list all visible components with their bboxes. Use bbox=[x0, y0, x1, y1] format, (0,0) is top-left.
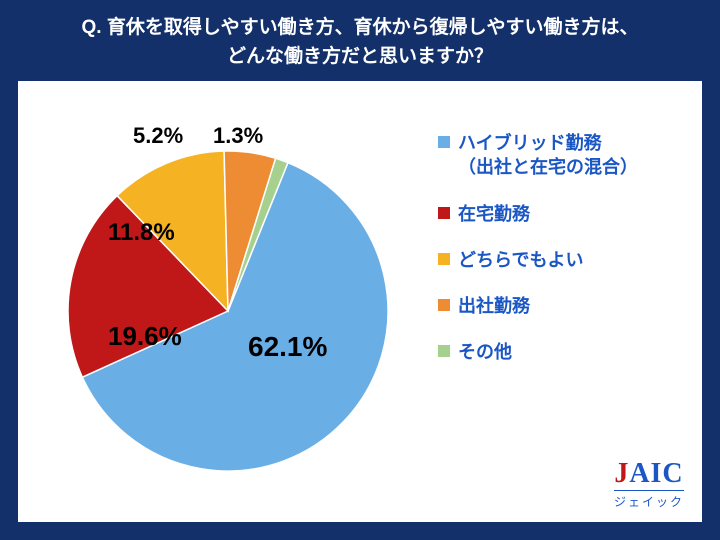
legend-item: 在宅勤務 bbox=[438, 202, 692, 226]
slice-value-label: 62.1% bbox=[248, 331, 327, 363]
legend-item: ハイブリッド勤務（出社と在宅の混合） bbox=[438, 131, 692, 180]
brand-logo: JAIC ジェイック bbox=[614, 460, 684, 510]
logo-sub: ジェイック bbox=[614, 490, 684, 510]
legend-label: どちらでもよい bbox=[458, 248, 583, 272]
legend-label: 在宅勤務 bbox=[458, 202, 530, 226]
pie-svg bbox=[38, 101, 418, 481]
legend-swatch bbox=[438, 207, 450, 219]
legend-label: ハイブリッド勤務（出社と在宅の混合） bbox=[458, 131, 638, 180]
slice-value-label: 1.3% bbox=[213, 123, 263, 149]
legend-swatch bbox=[438, 136, 450, 148]
legend-item: 出社勤務 bbox=[438, 294, 692, 318]
slice-value-label: 11.8% bbox=[108, 219, 175, 247]
legend-swatch bbox=[438, 345, 450, 357]
question-title: Q. 育休を取得しやすい働き方、育休から復帰しやすい働き方は、 どんな働き方だと… bbox=[0, 0, 720, 81]
pie-chart: 62.1% 19.6% 11.8% 5.2% 1.3% bbox=[38, 101, 418, 481]
legend-swatch bbox=[438, 299, 450, 311]
logo-rest: AIC bbox=[629, 458, 683, 489]
legend-swatch bbox=[438, 253, 450, 265]
chart-panel: 62.1% 19.6% 11.8% 5.2% 1.3% ハイブリッド勤務（出社と在宅の混… bbox=[18, 81, 702, 522]
title-line-1: Q. 育休を取得しやすい働き方、育休から復帰しやすい働き方は、 bbox=[20, 14, 700, 43]
logo-main: JAIC bbox=[614, 460, 684, 488]
legend: ハイブリッド勤務（出社と在宅の混合） 在宅勤務どちらでもよい出社勤務その他 bbox=[438, 131, 692, 387]
slice-value-label: 5.2% bbox=[133, 123, 183, 149]
slide-root: Q. 育休を取得しやすい働き方、育休から復帰しやすい働き方は、 どんな働き方だと… bbox=[0, 0, 720, 540]
slice-value-label: 19.6% bbox=[108, 321, 182, 352]
legend-label: 出社勤務 bbox=[458, 294, 530, 318]
title-line-2: どんな働き方だと思いますか？ bbox=[20, 43, 700, 72]
logo-accent-letter: J bbox=[614, 458, 629, 489]
panel-wrap: 62.1% 19.6% 11.8% 5.2% 1.3% ハイブリッド勤務（出社と在宅の混… bbox=[0, 81, 720, 540]
legend-item: どちらでもよい bbox=[438, 248, 692, 272]
legend-label: その他 bbox=[458, 340, 512, 364]
legend-item: その他 bbox=[438, 340, 692, 364]
